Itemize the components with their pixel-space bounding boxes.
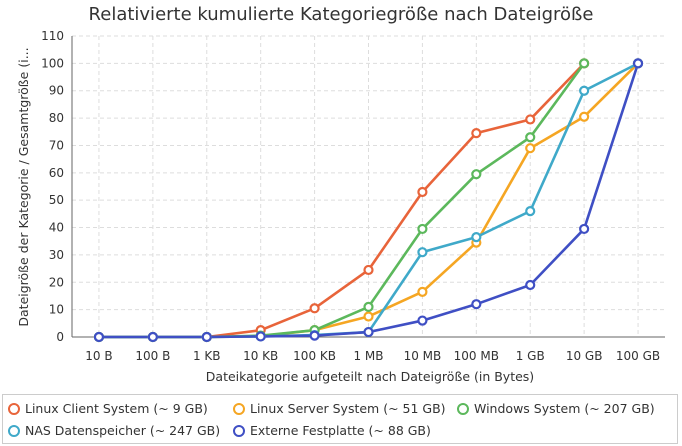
data-point[interactable] (363, 326, 374, 338)
chart-title: Relativierte kumulierte Kategoriegröße n… (88, 4, 594, 25)
legend-marker (8, 424, 20, 437)
y-tick-label: 50 (49, 193, 64, 207)
x-axis-label: Dateikategorie aufgeteilt nach Dateigröß… (206, 369, 534, 384)
data-point[interactable] (363, 301, 374, 312)
x-tick-label: 10 B (85, 349, 112, 363)
x-tick-label: 1 GB (516, 349, 545, 363)
data-point[interactable] (417, 315, 428, 326)
data-point[interactable] (525, 132, 536, 143)
y-tick-label: 90 (49, 84, 64, 98)
y-tick-label: 40 (49, 221, 64, 235)
y-tick-label: 0 (56, 330, 64, 344)
data-point[interactable] (417, 223, 428, 235)
legend-item[interactable]: Linux Client System (~ 9 GB) (8, 401, 208, 416)
data-point[interactable] (93, 331, 105, 343)
data-point[interactable] (525, 114, 536, 125)
data-point[interactable] (363, 311, 374, 322)
data-point[interactable] (147, 331, 158, 343)
legend-marker (8, 402, 20, 415)
data-point[interactable] (471, 232, 482, 243)
data-point[interactable] (471, 299, 482, 310)
y-tick-label: 100 (41, 56, 64, 70)
legend-item[interactable]: Windows System (~ 207 GB) (457, 401, 655, 416)
legend-marker (233, 424, 245, 437)
x-axis-ticks: 10 B 100 B 1 KB 10 KB 100 KB 1 MB 10 MB 100 MB 1… (85, 349, 660, 363)
legend-label: Linux Client System (~ 9 GB) (25, 401, 208, 416)
data-point[interactable] (417, 247, 428, 258)
x-tick-label: 100 GB (616, 349, 660, 363)
data-point[interactable] (417, 286, 428, 297)
y-tick-label: 60 (49, 166, 64, 180)
x-tick-label: 10 MB (404, 349, 442, 363)
series-points (93, 58, 644, 343)
data-point[interactable] (363, 264, 374, 276)
y-tick-label: 80 (49, 111, 64, 125)
x-tick-label: 100 KB (293, 349, 336, 363)
data-point[interactable] (579, 85, 590, 96)
x-tick-label: 100 MB (454, 349, 499, 363)
legend-item[interactable]: Externe Festplatte (~ 88 GB) (233, 423, 431, 438)
data-point[interactable] (525, 279, 536, 291)
data-point[interactable] (525, 143, 536, 154)
y-tick-label: 110 (41, 29, 64, 43)
y-tick-label: 30 (49, 248, 64, 262)
data-point[interactable] (579, 58, 590, 69)
x-tick-label: 1 MB (353, 349, 383, 363)
grid (72, 35, 665, 337)
legend: Linux Client System (~ 9 GB) Linux Server… (2, 394, 678, 444)
data-point[interactable] (471, 169, 482, 180)
y-tick-label: 10 (49, 303, 64, 317)
legend-marker (233, 402, 245, 415)
legend-label: Externe Festplatte (~ 88 GB) (250, 423, 431, 438)
data-point[interactable] (632, 58, 644, 69)
data-point[interactable] (579, 223, 590, 235)
data-point[interactable] (309, 330, 320, 341)
x-tick-label: 10 GB (566, 349, 603, 363)
legend-label: NAS Datenspeicher (~ 247 GB) (25, 423, 221, 438)
legend-marker (457, 402, 469, 415)
data-point[interactable] (525, 206, 536, 217)
x-tick-label: 100 B (135, 349, 170, 363)
y-tick-label: 70 (49, 138, 64, 152)
legend-item[interactable]: Linux Server System (~ 51 GB) (233, 401, 446, 416)
data-point[interactable] (417, 186, 428, 198)
data-point[interactable] (579, 111, 590, 122)
x-tick-label: 1 KB (193, 349, 221, 363)
legend-label: Windows System (~ 207 GB) (474, 401, 655, 416)
legend-item[interactable]: NAS Datenspeicher (~ 247 GB) (8, 423, 220, 438)
legend-label: Linux Server System (~ 51 GB) (250, 401, 446, 416)
x-tick-label: 10 KB (243, 349, 278, 363)
data-point[interactable] (201, 331, 212, 343)
y-tick-label: 20 (49, 275, 64, 289)
y-axis-label: Dateigröße der Kategorie / Gesamtgröße (… (16, 47, 31, 326)
data-point[interactable] (309, 303, 320, 314)
y-axis-ticks: 0 10 20 30 40 50 60 70 80 90 100 110 (41, 29, 64, 344)
data-point[interactable] (255, 331, 266, 342)
data-point[interactable] (471, 128, 482, 139)
